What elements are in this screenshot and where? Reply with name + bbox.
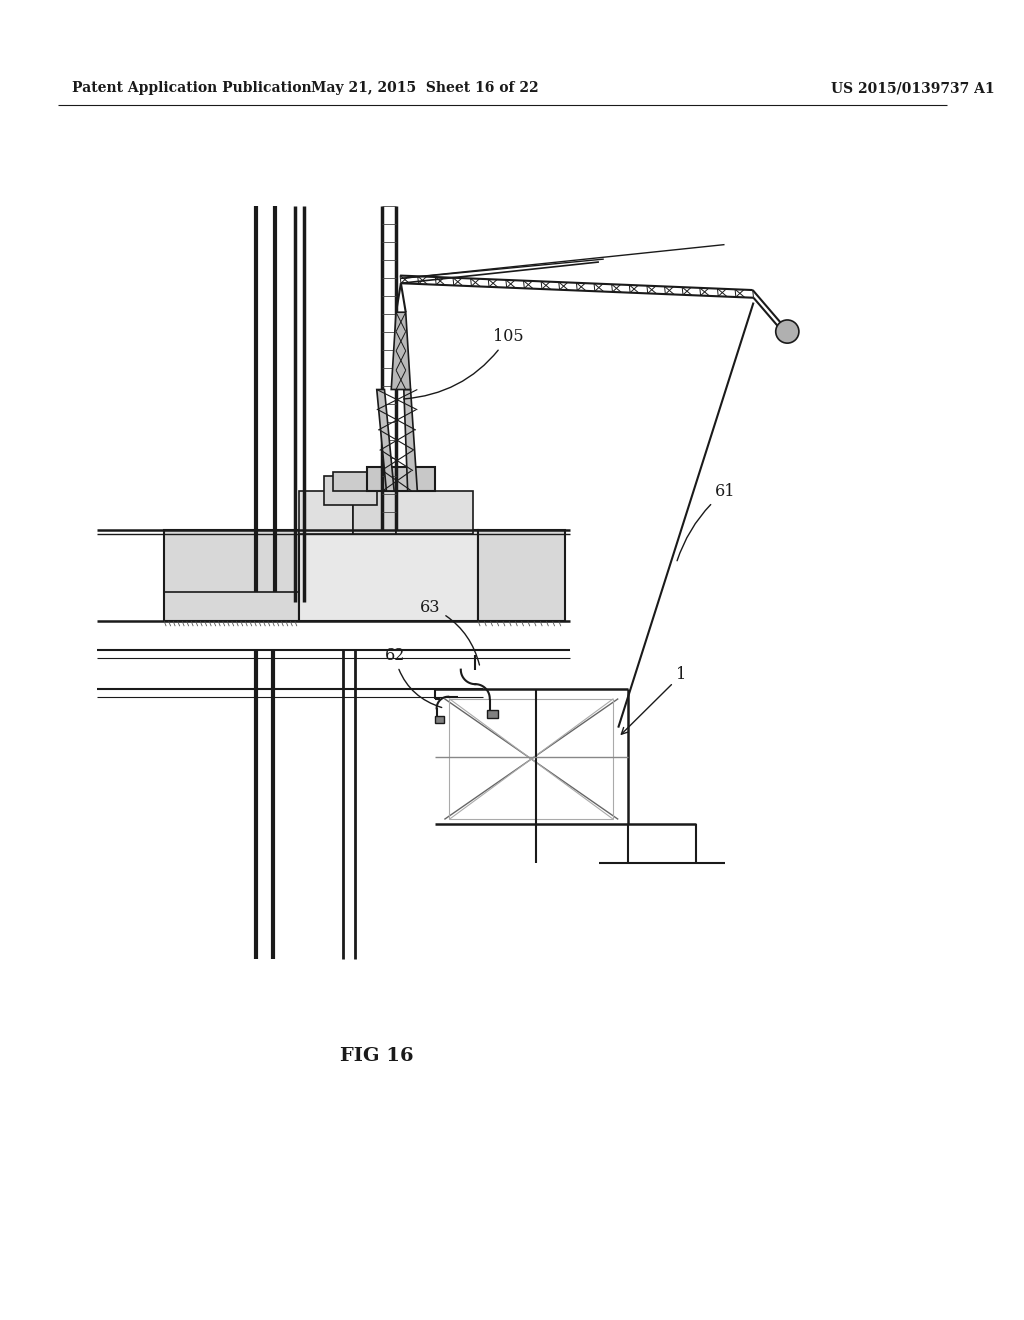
- Text: Patent Application Publication: Patent Application Publication: [73, 81, 312, 95]
- Bar: [367, 467, 435, 491]
- Text: FIG 16: FIG 16: [340, 1047, 414, 1065]
- Bar: [333, 471, 372, 491]
- Bar: [478, 529, 565, 622]
- Polygon shape: [391, 313, 411, 389]
- Polygon shape: [377, 389, 394, 491]
- Circle shape: [776, 319, 799, 343]
- Text: 63: 63: [420, 599, 479, 665]
- Bar: [299, 491, 352, 535]
- Bar: [299, 529, 478, 622]
- Bar: [164, 529, 299, 622]
- Text: 62: 62: [384, 647, 441, 708]
- Text: 1: 1: [622, 667, 686, 734]
- Text: 105: 105: [403, 329, 523, 399]
- Polygon shape: [403, 389, 418, 491]
- Text: 61: 61: [677, 483, 735, 561]
- Bar: [486, 710, 499, 718]
- Bar: [435, 715, 444, 723]
- Bar: [352, 491, 396, 535]
- Bar: [396, 491, 473, 535]
- Text: US 2015/0139737 A1: US 2015/0139737 A1: [830, 81, 994, 95]
- Text: May 21, 2015  Sheet 16 of 22: May 21, 2015 Sheet 16 of 22: [311, 81, 539, 95]
- Bar: [324, 477, 377, 506]
